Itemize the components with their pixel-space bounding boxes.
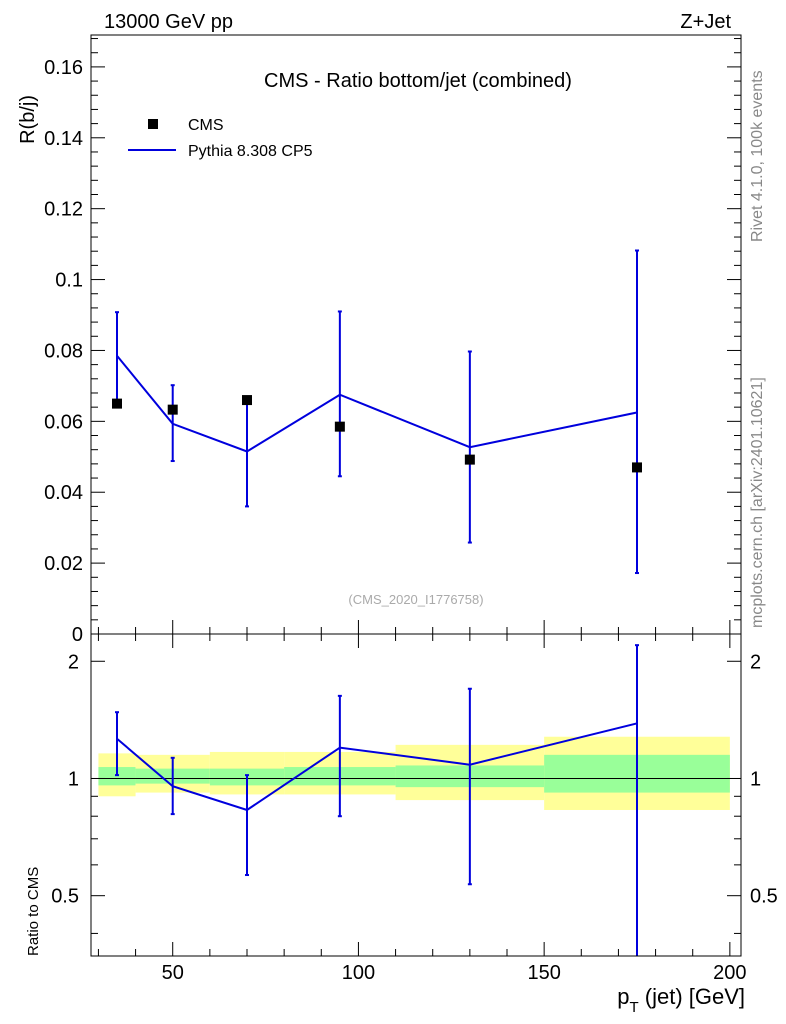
y-tick-label: 0.14 bbox=[44, 128, 83, 150]
y-tick-label: 0.06 bbox=[44, 411, 83, 433]
cms-data-point bbox=[112, 398, 122, 409]
legend-marker-cms bbox=[148, 119, 158, 129]
cms-data-point bbox=[167, 404, 178, 415]
ratio-y-axis: 0.5 0.5 1 1 2 2 bbox=[51, 651, 778, 934]
main-x-ticks bbox=[97, 620, 731, 634]
ratio-y-tick-label-right: 0.5 bbox=[750, 886, 778, 908]
ratio-y-tick-label-left: 1 bbox=[68, 768, 79, 790]
main-data-marks bbox=[112, 249, 642, 575]
x-axis-label-sub: T bbox=[629, 999, 638, 1016]
ratio-x-axis: 50 100 150 200 bbox=[97, 634, 747, 984]
main-panel: 0 0.02 0.04 0.06 0.08 0.1 0.12 0.14 0.16 CMS - R… bbox=[17, 34, 742, 646]
header-left: 13000 GeV pp bbox=[104, 11, 233, 33]
x-axis-label: pT (jet) [GeV] bbox=[617, 984, 745, 1016]
ratio-y-tick-label-right: 1 bbox=[750, 768, 761, 790]
ratio-panel-frame bbox=[90, 633, 742, 957]
ratio-line bbox=[116, 722, 638, 812]
pythia-line bbox=[116, 355, 638, 453]
uncertainty-bands bbox=[98, 736, 730, 810]
ratio-y-tick-label-left: 2 bbox=[68, 651, 79, 673]
chart-title: CMS - Ratio bottom/jet (combined) bbox=[264, 70, 572, 92]
y-tick-label: 0.16 bbox=[44, 57, 83, 79]
y-tick-label: 0.04 bbox=[44, 482, 83, 504]
ratio-marks bbox=[115, 644, 639, 956]
header-right: Z+Jet bbox=[680, 11, 731, 33]
y-tick-label: 0.02 bbox=[44, 553, 83, 575]
y-tick-label: 0.12 bbox=[44, 199, 83, 221]
ratio-y-tick-label-right: 2 bbox=[750, 651, 761, 673]
x-tick-label: 100 bbox=[342, 962, 375, 984]
legend-label-cms: CMS bbox=[188, 117, 224, 134]
ratio-y-axis-label: Ratio to CMS bbox=[25, 867, 42, 956]
ratio-y-tick-label-left: 0.5 bbox=[51, 886, 79, 908]
legend-label-pythia: Pythia 8.308 CP5 bbox=[188, 143, 313, 160]
main-y-axis: 0 0.02 0.04 0.06 0.08 0.1 0.12 0.14 0.16 bbox=[44, 38, 741, 646]
y-tick-label: 0.08 bbox=[44, 340, 83, 362]
ratio-panel: 0.5 0.5 1 1 2 2 50 100 150 200 Ratio to CMS pT (… bbox=[25, 633, 778, 1016]
y-tick-label: 0.1 bbox=[55, 270, 83, 292]
y-axis-label: R(b/j) bbox=[17, 95, 39, 144]
y-tick-label: 0 bbox=[72, 624, 83, 646]
x-tick-label: 150 bbox=[527, 962, 560, 984]
rivet-version-label: Rivet 4.1.0, 100k events bbox=[749, 70, 766, 242]
cms-data-point bbox=[632, 462, 642, 473]
mcplots-label: mcplots.cern.ch [arXiv:2401.10621] bbox=[749, 377, 766, 628]
uncertainty-band-inner bbox=[98, 767, 136, 786]
cms-data-point bbox=[242, 395, 252, 406]
legend: CMS Pythia 8.308 CP5 bbox=[128, 117, 313, 160]
analysis-tag: (CMS_2020_I1776758) bbox=[348, 592, 483, 607]
cms-data-point bbox=[464, 454, 475, 465]
x-axis-label-rest: (jet) [GeV] bbox=[639, 984, 745, 1009]
x-axis-label-main: p bbox=[617, 984, 629, 1009]
x-tick-label: 50 bbox=[162, 962, 184, 984]
x-tick-label: 200 bbox=[713, 962, 746, 984]
cms-data-point bbox=[334, 421, 345, 432]
